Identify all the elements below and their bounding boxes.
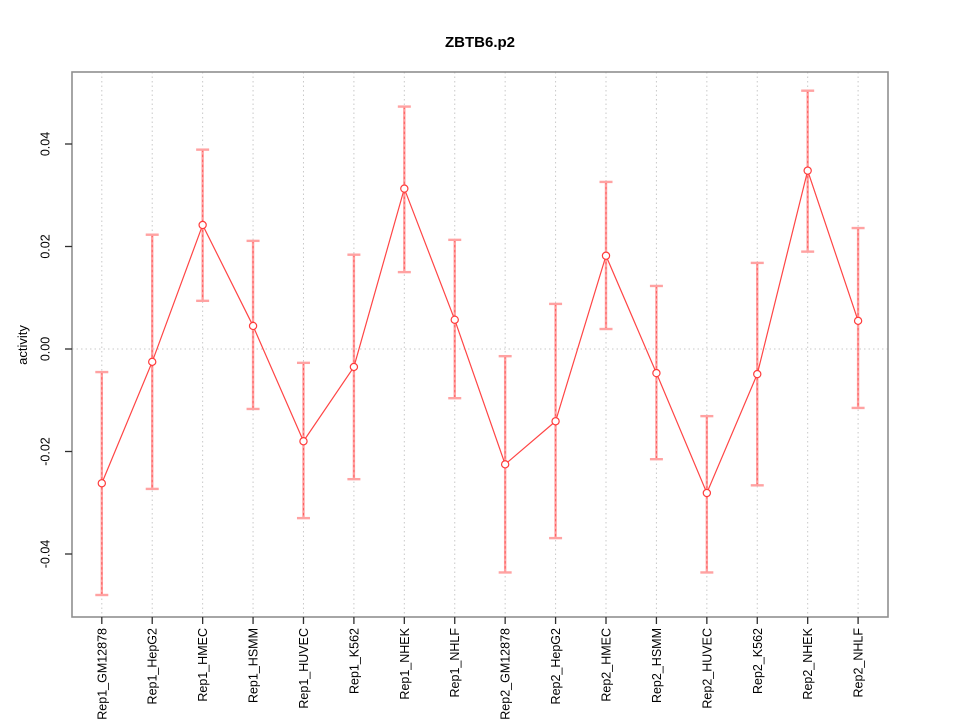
x-tick-label: Rep2_GM12878 bbox=[499, 628, 513, 720]
data-point bbox=[702, 488, 712, 498]
plot-border bbox=[71, 71, 889, 618]
x-tick-label: Rep2_NHEK bbox=[801, 627, 815, 699]
plot-frame bbox=[65, 71, 889, 624]
y-tick-label: 0.04 bbox=[39, 132, 53, 156]
x-tick-label: Rep2_HUVEC bbox=[700, 628, 714, 709]
data-point bbox=[500, 460, 510, 469]
x-tick-label: Rep1_NHEK bbox=[398, 627, 412, 699]
data-point bbox=[400, 184, 409, 193]
data-point bbox=[97, 479, 107, 488]
y-tick-label: 0.00 bbox=[39, 337, 53, 361]
x-tick-label: Rep1_GM12878 bbox=[95, 628, 109, 720]
x-tick-label: Rep1_NHLF bbox=[448, 628, 462, 698]
chart-title: ZBTB6.p2 bbox=[445, 34, 515, 51]
data-point bbox=[248, 321, 258, 331]
data-point bbox=[803, 166, 812, 175]
x-tick-label: Rep1_HepG2 bbox=[146, 628, 160, 704]
x-tick-label: Rep1_HMEC bbox=[196, 628, 210, 702]
x-tick-label: Rep2_HepG2 bbox=[549, 628, 563, 704]
gridlines bbox=[72, 72, 888, 617]
x-tick-label: Rep1_HUVEC bbox=[297, 628, 311, 709]
x-tick-label: Rep2_K562 bbox=[751, 628, 765, 694]
y-tick-label: -0.04 bbox=[39, 540, 53, 569]
y-tick-label: -0.02 bbox=[39, 437, 53, 466]
x-tick-label: Rep2_NHLF bbox=[852, 628, 866, 698]
data-point bbox=[853, 316, 863, 326]
data-point bbox=[299, 437, 308, 446]
series-line bbox=[101, 168, 859, 495]
x-tick-label: Rep2_HMEC bbox=[600, 628, 614, 702]
data-point bbox=[349, 362, 359, 372]
y-tick-label: 0.02 bbox=[39, 234, 53, 258]
data-point bbox=[198, 220, 207, 230]
data-point bbox=[652, 368, 661, 378]
data-series bbox=[95, 89, 865, 597]
x-tick-label: Rep2_HSMM bbox=[650, 628, 664, 703]
x-tick-label: Rep1_HSMM bbox=[247, 628, 261, 703]
data-point bbox=[753, 369, 762, 379]
axis-tick-labels: 0.04 0.02 0.00 -0.02 -0.04 Rep1_GM12878 Rep1_H… bbox=[39, 132, 866, 720]
data-point bbox=[148, 357, 157, 367]
y-axis-title: activity bbox=[15, 325, 30, 365]
data-point bbox=[601, 251, 611, 260]
data-point bbox=[450, 315, 459, 324]
x-tick-label: Rep1_K562 bbox=[347, 628, 361, 694]
data-point bbox=[551, 417, 560, 426]
